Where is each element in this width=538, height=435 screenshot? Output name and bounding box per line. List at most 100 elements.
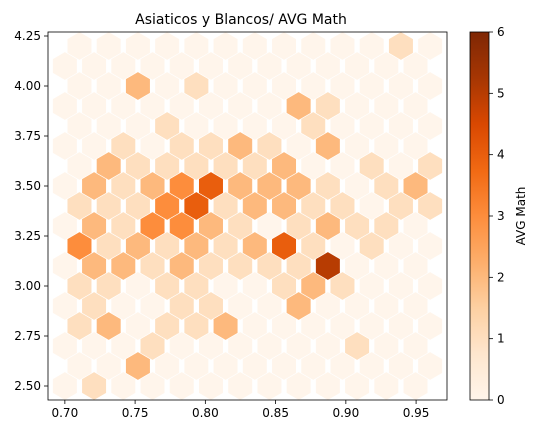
hex-cell-54 [140, 372, 165, 400]
hex-cell-41 [111, 172, 136, 200]
hex-cell-216 [403, 372, 428, 400]
hex-cell-119 [242, 272, 267, 300]
hex-cell-52 [125, 72, 150, 100]
hex-cell-203 [374, 172, 399, 200]
colorbar-tick-label: 6 [497, 25, 505, 39]
hex-cell-148 [286, 212, 311, 240]
hex-cell-121 [242, 192, 267, 220]
hex-cell-36 [111, 372, 136, 400]
hex-cell-163 [315, 332, 340, 360]
hex-cell-231 [418, 112, 443, 140]
hex-cell-165 [315, 252, 340, 280]
hex-cell-113 [228, 172, 253, 200]
hex-cell-32 [96, 152, 121, 180]
y-tick-label: 3.50 [14, 179, 41, 193]
hex-cell-167 [315, 172, 340, 200]
hex-cell-102 [213, 232, 238, 260]
hex-cell-85 [184, 192, 209, 220]
hex-cell-205 [374, 92, 399, 120]
hex-cell-75 [169, 252, 194, 280]
hex-cell-98 [198, 52, 223, 80]
hex-cell-69 [155, 112, 180, 140]
x-tick-label: 0.85 [262, 406, 289, 420]
y-tick-label: 3.25 [14, 229, 41, 243]
hex-cell-31 [96, 192, 121, 220]
hex-cell-12 [67, 232, 92, 260]
hex-cell-156 [301, 232, 326, 260]
y-tick-label: 2.50 [14, 379, 41, 393]
hex-cell-109 [228, 332, 253, 360]
colorbar-tick-label: 4 [497, 148, 505, 162]
x-tick-label: 0.95 [403, 406, 430, 420]
hex-cell-223 [403, 92, 428, 120]
hex-cell-29 [96, 272, 121, 300]
hex-cell-35 [96, 32, 121, 60]
y-tick-label: 4.00 [14, 79, 41, 93]
hex-cell-83 [184, 272, 209, 300]
hex-cell-87 [184, 112, 209, 140]
hex-cell-107 [213, 32, 238, 60]
hex-cell-201 [374, 252, 399, 280]
hex-cell-33 [96, 112, 121, 140]
hex-cell-232 [418, 72, 443, 100]
colorbar-axis: 0 1 2 3 4 5 6 [489, 25, 505, 407]
hex-cell-233 [418, 32, 443, 60]
hex-cell-166 [315, 212, 340, 240]
hex-cell-8 [52, 52, 77, 80]
hex-cell-1 [52, 332, 77, 360]
hex-cell-55 [140, 332, 165, 360]
hex-cell-147 [286, 252, 311, 280]
hex-cell-72 [169, 372, 194, 400]
hex-cell-63 [155, 352, 180, 380]
hex-cell-49 [125, 192, 150, 220]
hex-cell-39 [111, 252, 136, 280]
hex-cell-14 [67, 152, 92, 180]
hex-cell-24 [82, 132, 107, 160]
hex-cell-136 [272, 312, 297, 340]
hex-cell-22 [82, 212, 107, 240]
hex-cell-111 [228, 252, 253, 280]
hex-cell-93 [198, 252, 223, 280]
hex-cell-227 [418, 272, 443, 300]
hex-cell-13 [67, 192, 92, 220]
hex-cell-37 [111, 332, 136, 360]
hex-cell-118 [242, 312, 267, 340]
hex-cell-221 [403, 172, 428, 200]
hex-cell-171 [330, 352, 355, 380]
y-axis: 2.50 2.75 3.00 3.25 3.50 3.75 4.00 4.25 [14, 29, 48, 393]
hex-cell-62 [140, 52, 165, 80]
y-tick-label: 2.75 [14, 329, 41, 343]
hex-cell-181 [345, 332, 370, 360]
hex-cell-4 [52, 212, 77, 240]
x-tick-label: 0.70 [51, 406, 78, 420]
hex-cell-17 [67, 32, 92, 60]
y-tick-label: 3.00 [14, 279, 41, 293]
hex-cell-140 [272, 152, 297, 180]
hex-cell-179 [330, 32, 355, 60]
hex-cell-143 [272, 32, 297, 60]
hex-cell-220 [403, 212, 428, 240]
hex-cell-158 [301, 152, 326, 180]
hex-cell-115 [228, 92, 253, 120]
hex-cell-168 [315, 132, 340, 160]
hex-cell-161 [301, 32, 326, 60]
x-axis: 0.70 0.75 0.80 0.85 0.90 0.95 [51, 400, 429, 420]
hex-cell-164 [315, 292, 340, 320]
hex-cell-204 [374, 132, 399, 160]
hex-cell-16 [67, 72, 92, 100]
hex-cell-19 [82, 332, 107, 360]
hex-cell-61 [140, 92, 165, 120]
hex-cell-224 [403, 52, 428, 80]
hex-cell-185 [345, 172, 370, 200]
hex-cell-47 [125, 272, 150, 300]
hex-cell-209 [388, 272, 413, 300]
chart-title: Asiaticos y Blancos/ AVG Math [135, 12, 347, 28]
hex-cell-198 [374, 372, 399, 400]
hex-cell-184 [345, 212, 370, 240]
hex-cell-122 [242, 152, 267, 180]
hex-cell-45 [125, 352, 150, 380]
hex-cell-108 [228, 372, 253, 400]
hex-cell-150 [286, 132, 311, 160]
hex-cell-117 [242, 352, 267, 380]
